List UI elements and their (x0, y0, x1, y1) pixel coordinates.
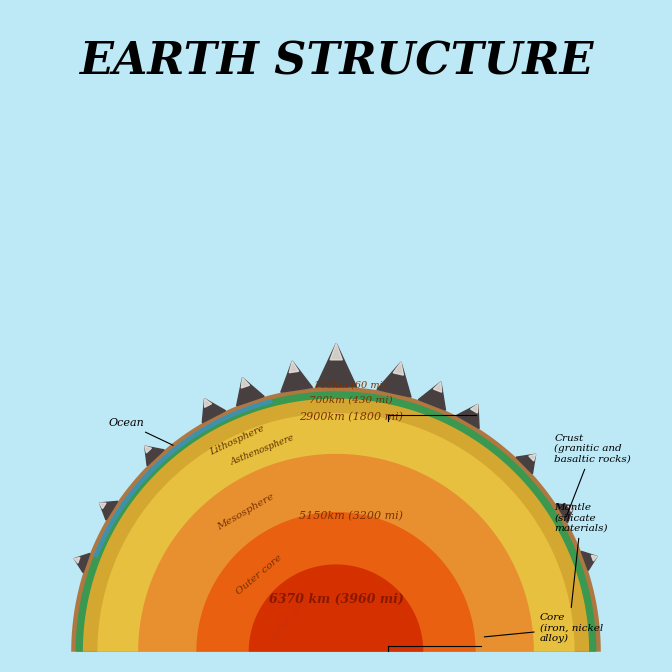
Polygon shape (516, 454, 536, 474)
Polygon shape (237, 378, 264, 406)
Polygon shape (281, 361, 312, 392)
Text: Asthenosphere: Asthenosphere (229, 433, 296, 467)
Polygon shape (144, 446, 151, 453)
Polygon shape (241, 378, 249, 388)
Polygon shape (71, 387, 601, 652)
Text: 5150km (3200 mi): 5150km (3200 mi) (298, 511, 403, 521)
Polygon shape (83, 398, 589, 652)
Text: Mantle
(silicate
materials): Mantle (silicate materials) (554, 503, 607, 607)
Polygon shape (74, 557, 80, 563)
Polygon shape (202, 398, 226, 423)
Text: 2900km (1800 mi): 2900km (1800 mi) (298, 411, 403, 422)
Polygon shape (330, 343, 342, 360)
Polygon shape (99, 501, 118, 520)
Polygon shape (419, 382, 446, 410)
Polygon shape (456, 405, 479, 429)
Text: EARTH STRUCTURE: EARTH STRUCTURE (79, 41, 593, 84)
Polygon shape (94, 399, 272, 557)
Polygon shape (591, 555, 597, 561)
Polygon shape (74, 554, 90, 573)
Polygon shape (138, 454, 534, 652)
Text: Mesosphere: Mesosphere (216, 493, 276, 532)
Polygon shape (581, 551, 597, 571)
Polygon shape (470, 405, 478, 413)
Text: 6370 km (3960 mi): 6370 km (3960 mi) (269, 593, 403, 606)
Polygon shape (196, 512, 476, 652)
Text: Crust
(granitic and
basaltic rocks): Crust (granitic and basaltic rocks) (554, 434, 631, 517)
Polygon shape (75, 391, 597, 652)
Text: Ocean: Ocean (109, 418, 173, 446)
Text: Core
(iron, nickel
alloy): Core (iron, nickel alloy) (485, 614, 603, 643)
Polygon shape (249, 564, 423, 652)
Polygon shape (289, 361, 299, 373)
Polygon shape (97, 413, 575, 652)
Polygon shape (433, 382, 442, 392)
Text: 700km (430 mi): 700km (430 mi) (308, 395, 392, 405)
Text: Outer core: Outer core (235, 553, 284, 596)
Polygon shape (377, 362, 411, 397)
Text: Inner core: Inner core (268, 595, 310, 643)
Polygon shape (393, 362, 403, 375)
Polygon shape (144, 446, 164, 466)
Polygon shape (568, 506, 574, 511)
Polygon shape (99, 503, 106, 509)
Text: Lithosphere: Lithosphere (209, 424, 266, 457)
Polygon shape (316, 343, 357, 387)
Text: 100km (60 mi): 100km (60 mi) (314, 381, 387, 390)
Polygon shape (204, 398, 212, 407)
Polygon shape (556, 504, 574, 523)
Polygon shape (529, 454, 536, 461)
